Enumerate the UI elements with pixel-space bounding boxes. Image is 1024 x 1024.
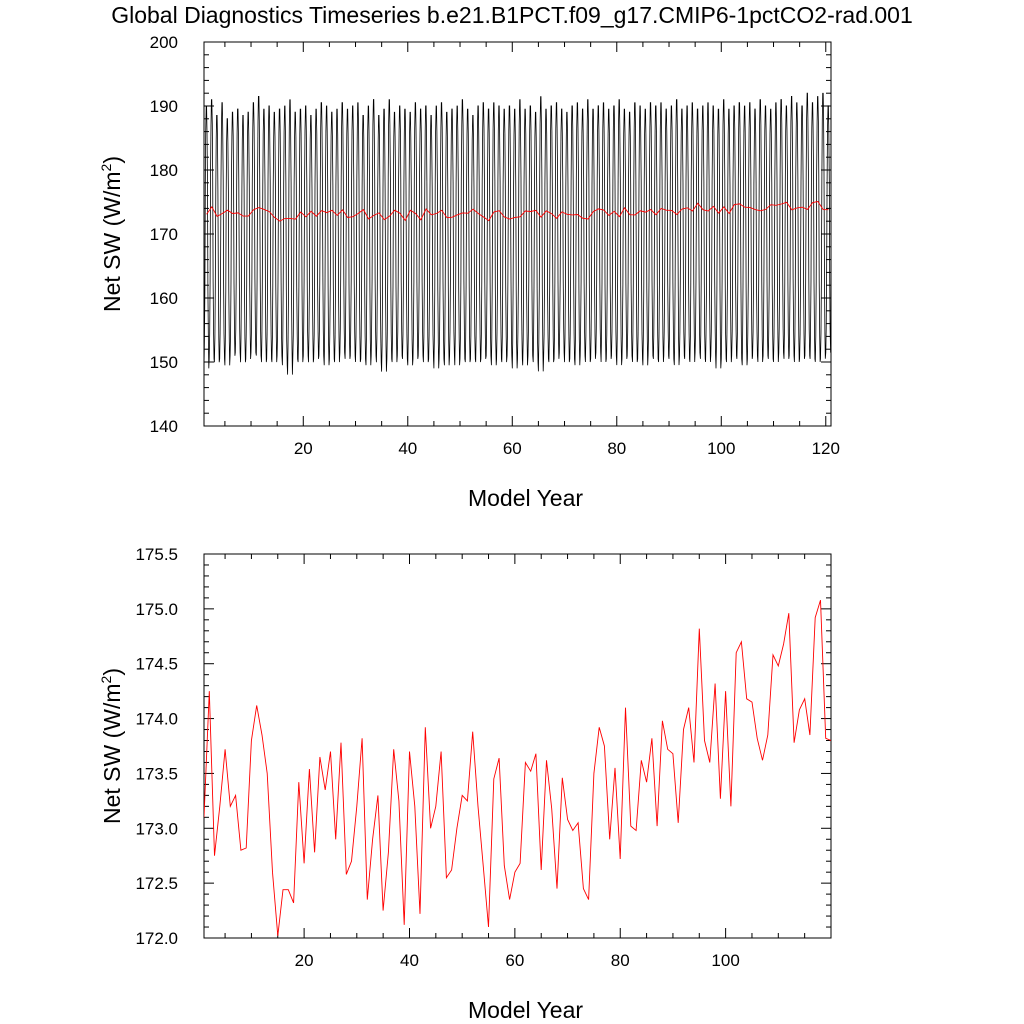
y-tick-label: 175.5	[135, 545, 178, 564]
x-tick-label: 60	[503, 439, 522, 458]
x-tick-label: 40	[400, 951, 419, 970]
y-axis-title-superscript: 2	[98, 163, 114, 171]
y-axis-title-superscript: 2	[98, 675, 114, 683]
y-axis-title: Net SW (W/m2)	[98, 156, 125, 312]
y-tick-label: 175.0	[135, 600, 178, 619]
x-tick-label: 60	[505, 951, 524, 970]
y-tick-label: 173.0	[135, 819, 178, 838]
x-tick-label: 80	[607, 439, 626, 458]
y-tick-label: 200	[150, 33, 178, 52]
x-tick-label: 20	[295, 951, 314, 970]
y-tick-label: 170	[150, 225, 178, 244]
y-tick-label: 160	[150, 289, 178, 308]
y-tick-label: 150	[150, 353, 178, 372]
y-axis-title: Net SW (W/m2)	[98, 668, 125, 824]
y-axis-title-close: )	[99, 156, 125, 164]
x-axis-title: Model Year	[468, 485, 583, 511]
x-axis-title: Model Year	[468, 997, 583, 1023]
y-axis-title-text: Net SW (W/m	[99, 171, 125, 312]
x-tick-label: 20	[294, 439, 313, 458]
annual-mean-line-bottom	[204, 599, 831, 936]
y-tick-label: 140	[150, 417, 178, 436]
plot-frame-1	[203, 553, 832, 939]
y-tick-label: 190	[150, 97, 178, 116]
x-tick-label: 120	[812, 439, 840, 458]
x-tick-label: 100	[707, 439, 735, 458]
y-axis-title-text: Net SW (W/m	[99, 683, 125, 824]
monthly-series-line	[203, 92, 831, 375]
annual-mean-line-top	[206, 201, 829, 222]
x-tick-label: 100	[711, 951, 739, 970]
x-tick-label: 80	[611, 951, 630, 970]
page-title: Global Diagnostics Timeseries b.e21.B1PC…	[111, 2, 913, 28]
y-tick-label: 174.5	[135, 655, 178, 674]
y-tick-label: 172.5	[135, 874, 178, 893]
y-axis-title-close: )	[99, 668, 125, 676]
y-tick-label: 180	[150, 161, 178, 180]
y-tick-label: 174.0	[135, 710, 178, 729]
x-tick-label: 40	[398, 439, 417, 458]
y-tick-label: 172.0	[135, 929, 178, 948]
y-tick-label: 173.5	[135, 764, 178, 783]
